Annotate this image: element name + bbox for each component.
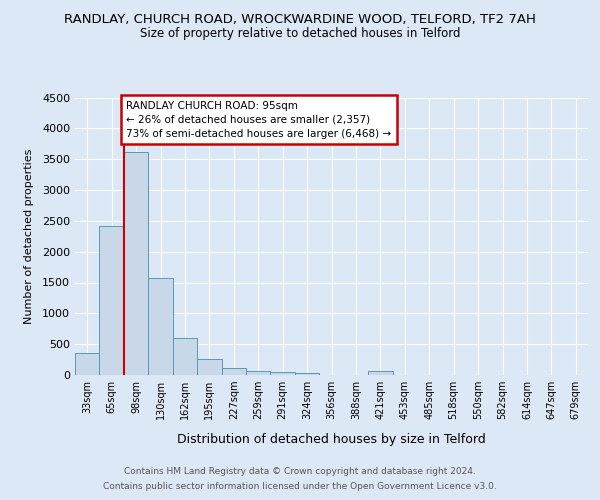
Text: Size of property relative to detached houses in Telford: Size of property relative to detached ho…: [140, 28, 460, 40]
Bar: [368, 372, 392, 375]
Bar: [295, 373, 319, 375]
Bar: [197, 360, 221, 375]
Bar: [173, 338, 197, 375]
X-axis label: Distribution of detached houses by size in Telford: Distribution of detached houses by size …: [177, 433, 486, 446]
Text: RANDLAY CHURCH ROAD: 95sqm
← 26% of detached houses are smaller (2,357)
73% of s: RANDLAY CHURCH ROAD: 95sqm ← 26% of deta…: [127, 100, 391, 138]
Bar: [148, 278, 173, 375]
Bar: [271, 372, 295, 375]
Text: Contains HM Land Registry data © Crown copyright and database right 2024.: Contains HM Land Registry data © Crown c…: [124, 467, 476, 476]
Bar: [221, 368, 246, 375]
Text: Contains public sector information licensed under the Open Government Licence v3: Contains public sector information licen…: [103, 482, 497, 491]
Bar: [246, 371, 271, 375]
Bar: [124, 152, 148, 375]
Bar: [75, 354, 100, 375]
Y-axis label: Number of detached properties: Number of detached properties: [23, 148, 34, 324]
Bar: [100, 226, 124, 375]
Text: RANDLAY, CHURCH ROAD, WROCKWARDINE WOOD, TELFORD, TF2 7AH: RANDLAY, CHURCH ROAD, WROCKWARDINE WOOD,…: [64, 12, 536, 26]
